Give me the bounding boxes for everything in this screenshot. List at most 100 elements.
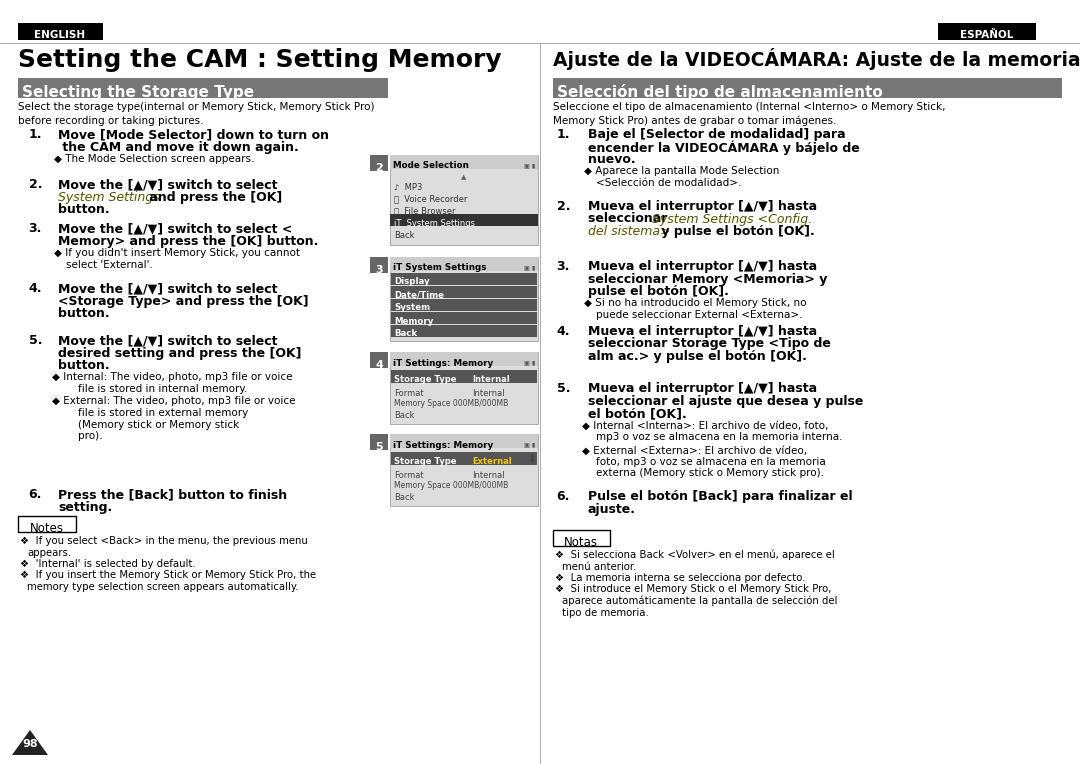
Text: Press the [Back] button to finish: Press the [Back] button to finish — [58, 488, 287, 501]
Bar — [391, 299, 537, 311]
Bar — [370, 155, 388, 171]
Text: 3: 3 — [375, 265, 382, 275]
Bar — [390, 434, 538, 448]
Bar — [391, 312, 537, 324]
Text: Select the storage type(internal or Memory Stick, Memory Stick Pro)
before recor: Select the storage type(internal or Memo… — [18, 102, 375, 125]
Text: y pulse el botón [OK].: y pulse el botón [OK]. — [657, 225, 814, 238]
Bar — [390, 352, 538, 424]
Polygon shape — [12, 730, 48, 755]
Text: Notes: Notes — [30, 523, 64, 536]
Text: 3.: 3. — [556, 260, 570, 273]
Text: Display: Display — [394, 277, 430, 286]
Bar — [18, 78, 388, 98]
Text: ◆ Internal: The video, photo, mp3 file or voice: ◆ Internal: The video, photo, mp3 file o… — [52, 373, 293, 383]
Text: External: External — [472, 458, 512, 467]
Text: button.: button. — [58, 359, 110, 372]
Bar — [390, 155, 538, 245]
Bar — [391, 325, 537, 337]
Text: nuevo.: nuevo. — [588, 153, 636, 166]
Text: Mueva el interruptor [▲/▼] hasta: Mueva el interruptor [▲/▼] hasta — [588, 260, 818, 273]
Text: Mode Selection: Mode Selection — [393, 161, 469, 170]
Text: 4.: 4. — [556, 325, 570, 338]
Text: 98: 98 — [23, 739, 38, 749]
Text: iT Settings: Memory: iT Settings: Memory — [393, 358, 494, 367]
Text: 2: 2 — [375, 163, 383, 173]
Text: 4.: 4. — [28, 282, 42, 295]
Text: ▣ ▮: ▣ ▮ — [524, 442, 535, 448]
Text: ◆ Aparece la pantalla Mode Selection: ◆ Aparece la pantalla Mode Selection — [584, 167, 780, 176]
Text: Move the [▲/▼] switch to select: Move the [▲/▼] switch to select — [58, 178, 278, 191]
Text: ◆ External: The video, photo, mp3 file or voice: ◆ External: The video, photo, mp3 file o… — [52, 397, 296, 406]
Text: Setting the CAM : Setting Memory: Setting the CAM : Setting Memory — [18, 48, 501, 72]
Text: puede seleccionar External <Externa>.: puede seleccionar External <Externa>. — [596, 310, 802, 320]
Bar — [370, 352, 388, 368]
Text: ❖  If you select <Back> in the menu, the previous menu: ❖ If you select <Back> in the menu, the … — [21, 536, 308, 546]
Text: 2.: 2. — [556, 200, 570, 213]
Text: Pulse el botón [Back] para finalizar el: Pulse el botón [Back] para finalizar el — [588, 490, 852, 503]
Text: Ajuste de la VIDEOCÁMARA: Ajuste de la memoria: Ajuste de la VIDEOCÁMARA: Ajuste de la m… — [553, 48, 1080, 70]
Text: externa (Memory stick o Memory stick pro).: externa (Memory stick o Memory stick pro… — [596, 468, 824, 478]
Text: System Settings: System Settings — [58, 190, 160, 203]
Text: el botón [OK].: el botón [OK]. — [588, 407, 687, 420]
Text: Mueva el interruptor [▲/▼] hasta: Mueva el interruptor [▲/▼] hasta — [588, 325, 818, 338]
Text: 🎙  Voice Recorder: 🎙 Voice Recorder — [394, 195, 468, 203]
Bar — [390, 434, 538, 506]
Text: 6.: 6. — [556, 490, 570, 503]
Text: Internal: Internal — [472, 389, 504, 397]
Text: ▼: ▼ — [529, 459, 535, 465]
Text: Move the [▲/▼] switch to select <: Move the [▲/▼] switch to select < — [58, 222, 293, 235]
Text: iT Settings: Memory: iT Settings: Memory — [393, 441, 494, 449]
Text: 4: 4 — [375, 360, 383, 370]
Text: Memory Space 000MB/000MB: Memory Space 000MB/000MB — [394, 400, 509, 409]
Text: button.: button. — [58, 307, 110, 320]
Bar — [390, 352, 538, 366]
Text: Move the [▲/▼] switch to select: Move the [▲/▼] switch to select — [58, 334, 278, 347]
Text: System Settings <Config.: System Settings <Config. — [652, 212, 812, 225]
Text: desired setting and press the [OK]: desired setting and press the [OK] — [58, 347, 301, 360]
Text: file is stored in external memory: file is stored in external memory — [78, 408, 248, 418]
Text: ESPAÑOL: ESPAÑOL — [960, 30, 1014, 40]
Text: <Selección de modalidad>.: <Selección de modalidad>. — [596, 178, 741, 188]
Text: 5.: 5. — [556, 382, 570, 395]
Text: file is stored in internal memory.: file is stored in internal memory. — [78, 384, 247, 394]
Text: Date/Time: Date/Time — [394, 290, 444, 299]
Text: seleccionar: seleccionar — [588, 212, 672, 225]
Text: ◆ External <Externa>: El archivo de vídeo,: ◆ External <Externa>: El archivo de víde… — [582, 445, 807, 455]
Text: Move the [▲/▼] switch to select: Move the [▲/▼] switch to select — [58, 282, 278, 295]
Text: appears.: appears. — [27, 548, 71, 558]
Text: ♪  MP3: ♪ MP3 — [394, 183, 422, 192]
Text: menú anterior.: menú anterior. — [562, 562, 636, 571]
Text: and press the [OK]: and press the [OK] — [145, 190, 282, 203]
Text: seleccionar el ajuste que desea y pulse: seleccionar el ajuste que desea y pulse — [588, 394, 863, 407]
Text: Back: Back — [394, 329, 417, 338]
Text: Seleccione el tipo de almacenamiento (Internal <Interno> o Memory Stick,
Memory : Seleccione el tipo de almacenamiento (In… — [553, 102, 945, 126]
Bar — [390, 257, 538, 271]
Bar — [391, 452, 537, 465]
Text: ◆ Internal <Interna>: El archivo de vídeo, foto,: ◆ Internal <Interna>: El archivo de víde… — [582, 420, 828, 430]
Text: ▣ ▮: ▣ ▮ — [524, 163, 535, 169]
Text: memory type selection screen appears automatically.: memory type selection screen appears aut… — [27, 582, 299, 592]
Bar — [553, 530, 610, 546]
Text: Storage Type: Storage Type — [394, 458, 457, 467]
Text: ❖  If you insert the Memory Stick or Memory Stick Pro, the: ❖ If you insert the Memory Stick or Memo… — [21, 571, 316, 581]
Text: Move [Mode Selector] down to turn on: Move [Mode Selector] down to turn on — [58, 128, 329, 141]
Bar — [939, 23, 1036, 40]
Text: 5: 5 — [375, 442, 382, 452]
Bar — [391, 273, 537, 285]
Text: seleccionar Memory <Memoria> y: seleccionar Memory <Memoria> y — [588, 273, 827, 286]
Text: select 'External'.: select 'External'. — [66, 260, 153, 270]
Bar — [370, 257, 388, 273]
Bar — [553, 78, 1062, 98]
Text: ▣ ▮: ▣ ▮ — [524, 361, 535, 365]
Text: Memory> and press the [OK] button.: Memory> and press the [OK] button. — [58, 235, 319, 248]
Text: alm ac.> y pulse el botón [OK].: alm ac.> y pulse el botón [OK]. — [588, 350, 807, 363]
Text: mp3 o voz se almacena en la memoria interna.: mp3 o voz se almacena en la memoria inte… — [596, 432, 842, 442]
Text: ajuste.: ajuste. — [588, 503, 636, 516]
Bar — [391, 370, 537, 383]
Text: seleccionar Storage Type <Tipo de: seleccionar Storage Type <Tipo de — [588, 338, 831, 351]
Text: 6.: 6. — [29, 488, 42, 501]
Bar — [370, 434, 388, 450]
Text: ENGLISH: ENGLISH — [35, 30, 85, 40]
Text: Memory Space 000MB/000MB: Memory Space 000MB/000MB — [394, 481, 509, 490]
Text: ❖  Si selecciona Back <Volver> en el menú, aparece el: ❖ Si selecciona Back <Volver> en el menú… — [555, 550, 835, 561]
